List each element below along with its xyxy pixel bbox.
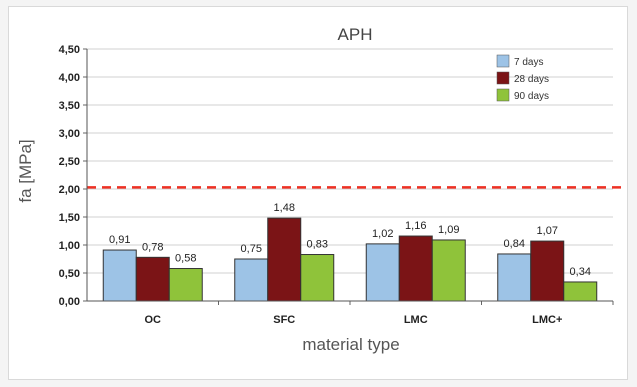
y-tick-label: 0,50 <box>59 268 80 280</box>
bars <box>102 217 598 302</box>
x-tick-label: SFC <box>273 314 295 326</box>
bar <box>300 254 335 302</box>
bar <box>497 253 532 302</box>
y-axis-title: fa [MPa] <box>16 139 35 202</box>
bar <box>563 281 598 302</box>
bar <box>365 243 400 302</box>
legend-swatch <box>496 71 510 85</box>
data-label: 0,84 <box>504 238 525 250</box>
y-tick-label: 4,00 <box>59 72 80 84</box>
bar-chart: APH 0,00 0,50 1,00 1,50 2,00 2,50 3,00 3,50 4,00… <box>16 25 621 354</box>
data-label: 0,78 <box>142 241 163 253</box>
y-tick-label: 0,00 <box>59 296 80 308</box>
bar <box>234 258 269 302</box>
x-tick-label: LMC <box>404 314 428 326</box>
bar <box>135 256 170 302</box>
legend-label: 90 days <box>514 91 549 102</box>
bar <box>530 240 565 302</box>
x-axis-categories: OC SFC LMC LMC+ <box>145 301 614 326</box>
data-label: 0,83 <box>307 239 328 251</box>
x-tick-label: LMC+ <box>532 314 562 326</box>
y-tick-label: 1,50 <box>59 212 80 224</box>
y-tick-label: 3,50 <box>59 100 80 112</box>
data-label: 1,02 <box>372 228 393 240</box>
axes <box>86 49 613 302</box>
data-labels: 0,91 0,78 0,58 0,75 1,48 0,83 1,02 1,16 1,09 0,84… <box>109 202 591 278</box>
bar <box>102 249 137 302</box>
x-tick-label: OC <box>145 314 162 326</box>
y-tick-label: 1,00 <box>59 240 80 252</box>
data-label: 1,16 <box>405 220 426 232</box>
y-tick-label: 4,50 <box>59 44 80 56</box>
x-axis-title: material type <box>302 335 399 354</box>
bar <box>168 268 203 302</box>
y-tick-label: 2,50 <box>59 156 80 168</box>
y-axis-ticks: 0,00 0,50 1,00 1,50 2,00 2,50 3,00 3,50 4,00 4,50 <box>59 44 87 308</box>
data-label: 0,58 <box>175 253 196 265</box>
data-label: 1,09 <box>438 224 459 236</box>
data-label: 1,07 <box>537 225 558 237</box>
data-label: 1,48 <box>274 202 295 214</box>
y-tick-label: 3,00 <box>59 128 80 140</box>
legend-label: 7 days <box>514 57 543 68</box>
legend: 7 days 28 days 90 days <box>496 54 549 102</box>
bar <box>398 235 433 302</box>
data-label: 0,75 <box>241 243 262 255</box>
bar <box>431 239 466 302</box>
legend-swatch <box>496 88 510 102</box>
chart-title: APH <box>338 25 373 44</box>
y-tick-label: 2,00 <box>59 184 80 196</box>
chart-frame: APH 0,00 0,50 1,00 1,50 2,00 2,50 3,00 3,50 4,00… <box>8 6 628 380</box>
bar <box>267 217 302 302</box>
data-label: 0,34 <box>570 266 591 278</box>
legend-label: 28 days <box>514 74 549 85</box>
legend-swatch <box>496 54 510 68</box>
data-label: 0,91 <box>109 234 130 246</box>
